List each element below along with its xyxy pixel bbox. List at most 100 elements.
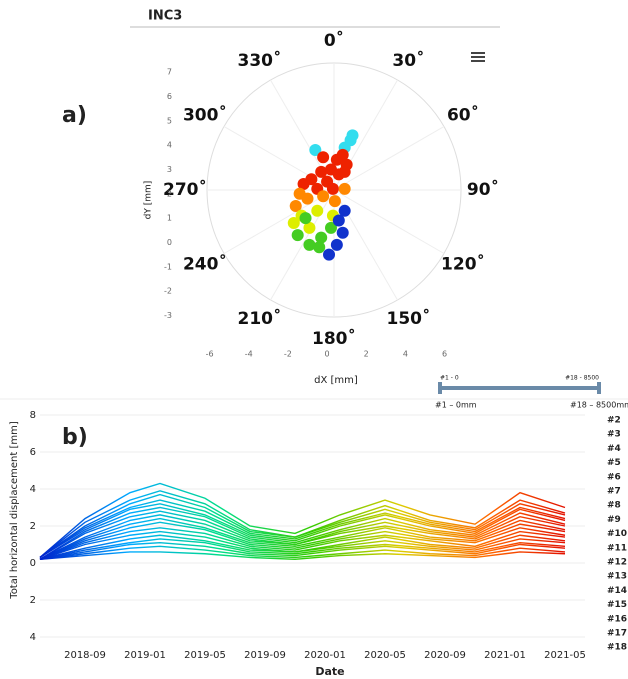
point	[324, 221, 337, 234]
menu-icon[interactable]	[471, 52, 485, 62]
y-tick-label: 0	[167, 238, 172, 247]
y-tick-label: -1	[164, 262, 172, 271]
legend-entry[interactable]: #5	[607, 458, 621, 468]
point	[323, 248, 336, 261]
slider-label: #1 - 0	[440, 375, 459, 382]
y-tick-label: 5	[167, 116, 172, 125]
y-tick-label: 7	[167, 68, 172, 77]
legend-entry[interactable]: #15	[607, 600, 627, 610]
y-axis-label: Total horizontal displacement [mm]	[9, 421, 20, 600]
point	[309, 144, 322, 156]
legend-entry[interactable]: #17	[607, 629, 627, 639]
point	[346, 129, 359, 142]
x-tick-label: 2019-05	[184, 650, 226, 661]
angle-label: 0˚	[324, 29, 344, 51]
y-tick-label: -2	[164, 287, 172, 296]
point	[317, 151, 330, 164]
point	[297, 178, 310, 191]
legend-entry[interactable]: #18	[607, 643, 627, 653]
legend-entry[interactable]: #3	[607, 430, 621, 440]
legend-entry[interactable]: #7	[607, 487, 621, 497]
legend-entry[interactable]: #2	[607, 416, 621, 426]
y-tick-label: 0	[30, 558, 36, 569]
legend-entry[interactable]: #13	[607, 572, 627, 582]
polar-spoke	[223, 189, 335, 254]
y-tick-label: 1	[167, 214, 172, 223]
x-tick-label: 6	[442, 350, 447, 359]
series-line	[39, 530, 566, 560]
legend-entry[interactable]: #12	[607, 558, 627, 568]
angle-label: 300˚	[183, 104, 227, 126]
point	[338, 165, 351, 178]
x-tick-label: 4	[403, 350, 408, 359]
x-tick-label: -4	[245, 350, 253, 359]
legend-entry[interactable]: #6	[607, 472, 621, 482]
legend-entry[interactable]: #16	[607, 614, 627, 624]
x-tick-label: 2020-01	[304, 650, 346, 661]
series-line	[39, 527, 566, 560]
x-tick-label: 2021-05	[544, 650, 586, 661]
point	[317, 190, 330, 203]
angle-label: 150˚	[387, 307, 431, 329]
panel-title: INC3	[148, 9, 182, 24]
series-line	[39, 541, 566, 560]
point	[287, 216, 300, 229]
x-tick-label: 2018-09	[64, 650, 106, 661]
point	[301, 192, 314, 205]
point	[332, 214, 345, 227]
point	[330, 153, 343, 166]
x-tick-label: 2021-01	[484, 650, 526, 661]
series-line	[39, 482, 566, 558]
y-tick-label: 6	[167, 92, 172, 101]
polar-spoke	[270, 189, 335, 301]
slider-handle[interactable]	[438, 382, 442, 394]
point	[299, 212, 312, 225]
y-tick-label: 8	[30, 410, 36, 421]
angle-label: 270˚	[163, 178, 207, 200]
y-tick-label: 2	[30, 521, 36, 532]
point	[311, 204, 324, 217]
y-tick-label: 4	[30, 484, 36, 495]
slider-caption: #18 – 8500mm	[570, 401, 628, 410]
series-line	[39, 538, 566, 560]
x-axis-label: dX [mm]	[314, 375, 358, 386]
point	[315, 165, 328, 178]
angle-label: 240˚	[183, 253, 227, 275]
slider-handle[interactable]	[597, 382, 601, 394]
legend-entry[interactable]: #4	[607, 444, 621, 454]
x-axis-label: Date	[315, 665, 344, 678]
y-tick-label: 3	[167, 165, 172, 174]
legend-entry[interactable]: #8	[607, 501, 621, 511]
point	[291, 229, 304, 242]
legend-entry[interactable]: #9	[607, 515, 621, 525]
series-line	[39, 490, 566, 559]
series-line	[39, 517, 566, 560]
slider-label: #18 - 8500	[565, 375, 599, 382]
y-tick-label: 4	[30, 632, 36, 643]
x-tick-label: 2019-09	[244, 650, 286, 661]
point	[328, 195, 341, 208]
legend-entry[interactable]: #10	[607, 529, 627, 539]
angle-label: 120˚	[441, 253, 485, 275]
legend-entry[interactable]: #14	[607, 586, 627, 596]
angle-label: 90˚	[467, 178, 499, 200]
y-tick-label: -3	[164, 311, 172, 320]
angle-label: 30˚	[392, 49, 424, 71]
series-line	[39, 551, 566, 561]
x-tick-label: 2020-09	[424, 650, 466, 661]
series-line	[39, 499, 566, 559]
panel-label: a)	[62, 103, 87, 128]
angle-label: 180˚	[312, 327, 356, 349]
series-line	[39, 503, 566, 559]
series-line	[39, 545, 566, 560]
angle-label: 210˚	[238, 307, 282, 329]
series-line	[39, 510, 566, 560]
x-tick-label: -2	[284, 350, 292, 359]
point	[303, 221, 316, 234]
angle-label: 60˚	[447, 104, 479, 126]
legend-entry[interactable]: #11	[607, 543, 627, 553]
point	[303, 238, 316, 251]
panel-label: b)	[62, 425, 88, 450]
x-tick-label: 2020-05	[364, 650, 406, 661]
